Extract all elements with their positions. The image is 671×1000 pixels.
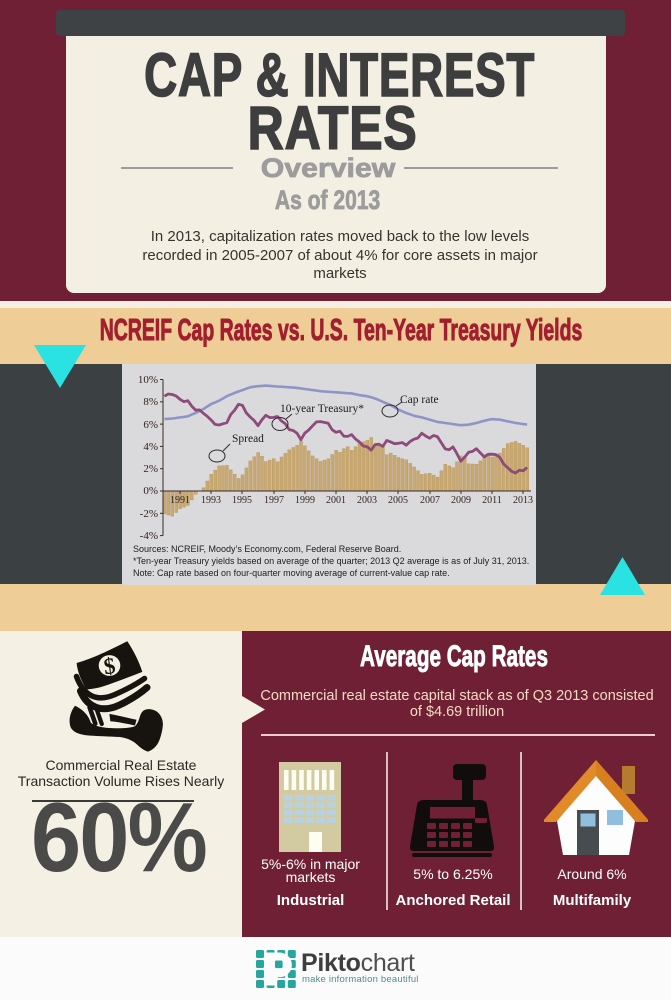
svg-text:*Ten-year Treasury yields base: *Ten-year Treasury yields based on avera… [133,556,529,566]
svg-text:1995: 1995 [232,495,252,506]
svg-text:-4%: -4% [140,530,158,542]
svg-text:8%: 8% [143,396,158,408]
svg-text:2%: 2% [143,463,158,475]
svg-text:Spread: Spread [232,433,264,445]
svg-text:10-year Treasury*: 10-year Treasury* [280,403,364,415]
svg-text:0%: 0% [143,485,158,497]
svg-text:2011: 2011 [482,495,502,506]
svg-text:2007: 2007 [420,495,440,506]
svg-text:2003: 2003 [357,495,377,506]
svg-text:Cap rate: Cap rate [400,394,439,406]
svg-text:2013: 2013 [513,495,533,506]
svg-text:1993: 1993 [201,495,221,506]
svg-text:-2%: -2% [140,508,158,520]
svg-text:1991: 1991 [170,495,190,506]
svg-text:4%: 4% [143,441,158,453]
svg-text:2005: 2005 [388,495,408,506]
svg-text:2009: 2009 [451,495,471,506]
svg-text:10%: 10% [138,374,158,386]
svg-text:6%: 6% [143,419,158,431]
svg-text:Sources: NCREIF, Moody’s Econo: Sources: NCREIF, Moody’s Economy.com, Fe… [133,544,401,554]
svg-text:2001: 2001 [326,495,346,506]
svg-text:$: $ [102,653,117,679]
svg-text:1997: 1997 [264,495,284,506]
svg-text:1999: 1999 [295,495,315,506]
svg-text:Note: Cap rate based on four-q: Note: Cap rate based on four-quarter mov… [133,568,450,578]
